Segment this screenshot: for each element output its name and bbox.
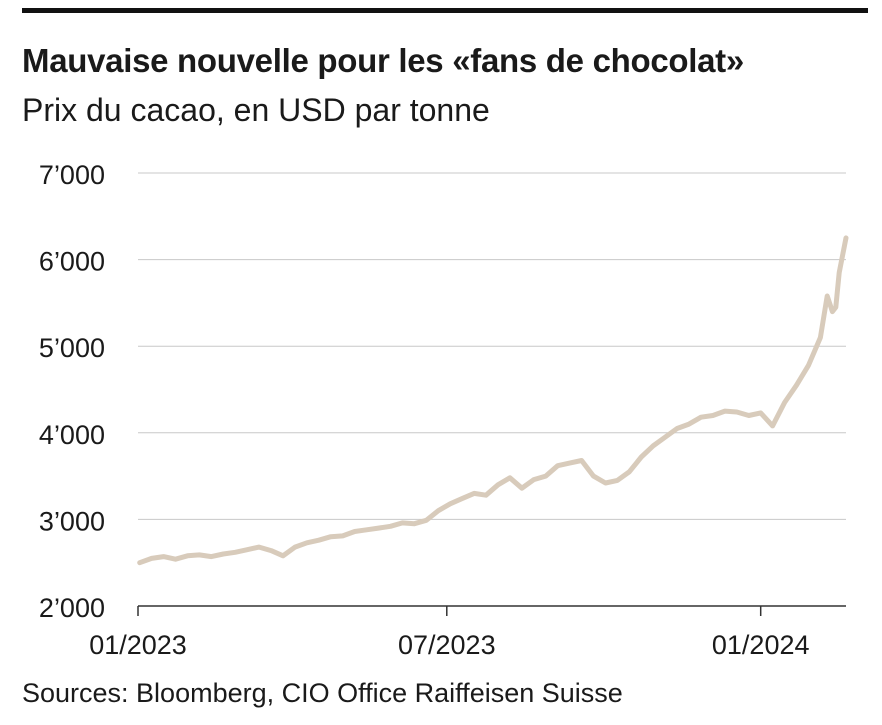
y-tick-label: 6’000 — [39, 247, 105, 277]
source-note: Sources: Bloomberg, CIO Office Raiffeise… — [22, 678, 623, 708]
series-line-cocoa-price — [137, 235, 849, 566]
y-tick-label: 7’000 — [39, 160, 105, 190]
y-tick-label: 2’000 — [39, 593, 105, 623]
y-tick-label: 3’000 — [39, 506, 105, 536]
x-tick-label: 01/2024 — [712, 630, 810, 660]
series-layer — [137, 235, 849, 566]
y-axis-labels: 2’000 3’000 4’000 5’000 6’000 7’000 — [39, 160, 105, 623]
chart-subtitle: Prix du cacao, en USD par tonne — [22, 92, 490, 128]
x-axis-labels: 01/2023 07/2023 01/2024 — [89, 606, 810, 660]
x-tick-label: 01/2023 — [89, 630, 187, 660]
x-tick-label: 07/2023 — [398, 630, 496, 660]
chart-title: Mauvaise nouvelle pour les «fans de choc… — [22, 42, 744, 79]
y-tick-label: 4’000 — [39, 420, 105, 450]
y-tick-label: 5’000 — [39, 333, 105, 363]
top-rule — [22, 8, 868, 13]
gridlines — [138, 172, 846, 520]
